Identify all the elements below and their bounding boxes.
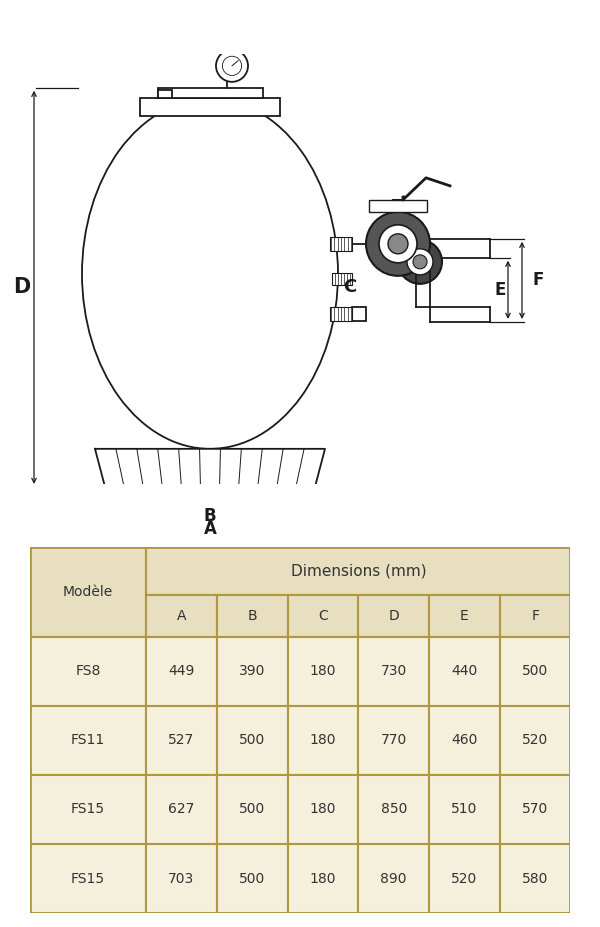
Bar: [500, 594, 571, 637]
Text: Dimensions (mm): Dimensions (mm): [290, 564, 426, 578]
Bar: [30, 705, 146, 775]
Bar: [369, 200, 427, 212]
Text: 627: 627: [168, 803, 194, 817]
Bar: [358, 844, 429, 913]
Circle shape: [398, 240, 442, 284]
Text: D: D: [13, 277, 31, 298]
Text: C: C: [318, 609, 328, 623]
Circle shape: [366, 212, 430, 276]
Bar: [287, 705, 358, 775]
Text: 520: 520: [451, 871, 478, 885]
Text: 180: 180: [310, 665, 336, 679]
Bar: [140, 98, 280, 116]
Text: F: F: [531, 609, 539, 623]
Bar: [217, 594, 287, 637]
Text: 500: 500: [239, 871, 265, 885]
Circle shape: [413, 255, 427, 269]
Text: B: B: [203, 507, 217, 525]
Bar: [146, 637, 217, 705]
Bar: [358, 775, 429, 844]
Bar: [330, 307, 352, 321]
Text: 703: 703: [169, 871, 194, 885]
Bar: [287, 594, 358, 637]
Bar: [429, 705, 500, 775]
Text: FS15: FS15: [71, 871, 105, 885]
Bar: [358, 705, 429, 775]
Circle shape: [379, 225, 417, 263]
Text: 527: 527: [169, 733, 194, 747]
Bar: [30, 775, 146, 844]
Bar: [217, 844, 287, 913]
Bar: [500, 705, 571, 775]
Bar: [287, 844, 358, 913]
Polygon shape: [95, 449, 325, 487]
Bar: [30, 547, 146, 637]
Bar: [146, 775, 217, 844]
Text: 449: 449: [168, 665, 194, 679]
Bar: [500, 775, 571, 844]
Text: 500: 500: [239, 803, 265, 817]
Bar: [429, 594, 500, 637]
Text: 580: 580: [522, 871, 548, 885]
Circle shape: [388, 234, 408, 254]
Text: E: E: [460, 609, 469, 623]
Ellipse shape: [82, 99, 338, 449]
Bar: [429, 775, 500, 844]
Bar: [358, 637, 429, 705]
Bar: [30, 844, 146, 913]
Bar: [332, 273, 352, 285]
Bar: [500, 844, 571, 913]
Text: 510: 510: [451, 803, 478, 817]
Text: 180: 180: [310, 733, 336, 747]
Text: FS15: FS15: [71, 803, 105, 817]
Bar: [358, 594, 429, 637]
Bar: [30, 637, 146, 705]
Bar: [146, 844, 217, 913]
Bar: [217, 637, 287, 705]
Bar: [500, 637, 571, 705]
Circle shape: [223, 57, 242, 75]
Bar: [429, 637, 500, 705]
Bar: [217, 775, 287, 844]
Text: 770: 770: [380, 733, 407, 747]
Text: 570: 570: [522, 803, 548, 817]
Bar: [217, 705, 287, 775]
Bar: [146, 547, 571, 594]
Text: 850: 850: [380, 803, 407, 817]
Text: E: E: [494, 281, 506, 298]
Text: B: B: [247, 609, 257, 623]
Text: C: C: [343, 278, 356, 296]
Text: 500: 500: [239, 733, 265, 747]
Text: 460: 460: [451, 733, 478, 747]
Bar: [429, 844, 500, 913]
Text: 390: 390: [239, 665, 265, 679]
Text: 180: 180: [310, 803, 336, 817]
Bar: [330, 236, 352, 251]
Text: 730: 730: [380, 665, 407, 679]
Bar: [157, 88, 263, 98]
Text: 500: 500: [522, 665, 548, 679]
Bar: [287, 637, 358, 705]
Text: 180: 180: [310, 871, 336, 885]
Circle shape: [216, 50, 248, 82]
Bar: [287, 775, 358, 844]
Text: 520: 520: [522, 733, 548, 747]
Circle shape: [407, 248, 433, 274]
Bar: [146, 594, 217, 637]
Text: 440: 440: [451, 665, 478, 679]
Text: 890: 890: [380, 871, 407, 885]
Text: F: F: [532, 272, 544, 289]
Text: FS8: FS8: [76, 665, 101, 679]
Bar: [352, 307, 366, 321]
Text: D: D: [388, 609, 399, 623]
Text: A: A: [177, 609, 186, 623]
Text: FS11: FS11: [71, 733, 105, 747]
Text: Modèle: Modèle: [63, 585, 113, 599]
Bar: [158, 90, 172, 98]
Bar: [146, 705, 217, 775]
Text: A: A: [203, 520, 217, 538]
